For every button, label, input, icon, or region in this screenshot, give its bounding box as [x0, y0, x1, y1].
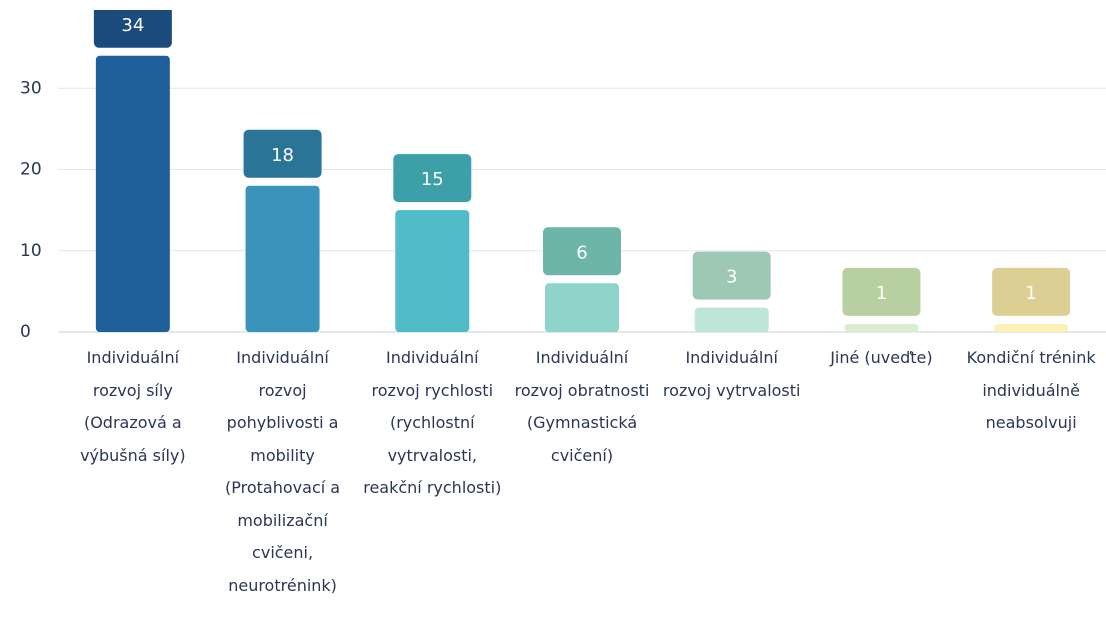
y-tick-label: 30 [20, 78, 42, 98]
x-tick-label: Jiné (uveďte) [830, 348, 933, 367]
value-label-box [243, 129, 322, 178]
x-tick-label: Individuální rozvoj vytrvalosti [662, 348, 801, 400]
x-tick-label: Individuální rozvoj rychlosti (rychlostn… [363, 348, 502, 497]
bar [545, 283, 619, 332]
value-label-box [842, 267, 921, 316]
value-label: 3 [726, 267, 737, 288]
y-tick-label: 20 [20, 160, 42, 180]
bar [994, 323, 1069, 332]
value-label: 34 [121, 15, 144, 36]
x-tick-label: Kondiční trénink individuálně neabsolvuj… [966, 348, 1096, 432]
bar [245, 185, 320, 332]
value-label: 6 [576, 242, 587, 263]
bar [694, 307, 769, 332]
value-label: 1 [1025, 283, 1036, 304]
value-label: 1 [876, 283, 887, 304]
value-label-box [992, 267, 1071, 316]
value-label-box [393, 154, 472, 203]
bar [395, 210, 470, 332]
value-label: 15 [421, 169, 444, 190]
x-tick-label: Individuální rozvoj pohyblivosti a mobil… [225, 348, 341, 595]
value-label-box [692, 251, 771, 300]
bar [844, 323, 919, 332]
x-tick-label: Individuální rozvoj síly (Odrazová a výb… [80, 348, 186, 465]
bar [95, 55, 170, 332]
x-tick-label: Individuální rozvoj obratnosti (Gymnasti… [514, 348, 650, 465]
value-label: 18 [271, 145, 294, 166]
y-tick-label: 0 [20, 322, 31, 342]
value-label-box [543, 227, 621, 276]
y-tick-label: 10 [20, 241, 42, 261]
value-label-box [93, 10, 172, 48]
